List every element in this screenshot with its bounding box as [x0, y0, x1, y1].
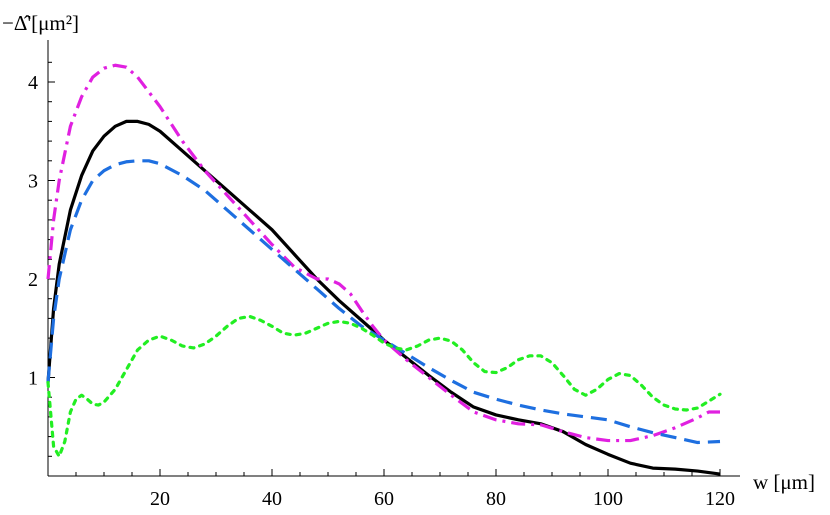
x-tick-label: 100 [593, 488, 623, 510]
ticks: 20 40 60 80 100 120 1 2 3 4 [28, 61, 735, 510]
y-axis-title: −Δ̂'[μm²] [2, 11, 79, 35]
x-axis-title: w [μm] [753, 470, 815, 494]
series-line-dash-dot [46, 63, 720, 443]
axes [47, 40, 740, 477]
x-tick-label: 120 [705, 488, 735, 510]
y-tick-label: 3 [28, 171, 38, 193]
series-line-solid [46, 119, 721, 476]
series-group [46, 63, 722, 476]
x-tick-label: 60 [374, 488, 394, 510]
x-tick-label: 20 [150, 488, 170, 510]
y-tick-label: 2 [28, 269, 38, 291]
series-line-dotted [46, 314, 722, 458]
y-tick-label: 4 [28, 72, 38, 94]
series-line-dashed [46, 159, 721, 445]
x-tick-label: 80 [486, 488, 506, 510]
y-tick-label: 1 [28, 368, 38, 390]
x-tick-label: 40 [262, 488, 282, 510]
